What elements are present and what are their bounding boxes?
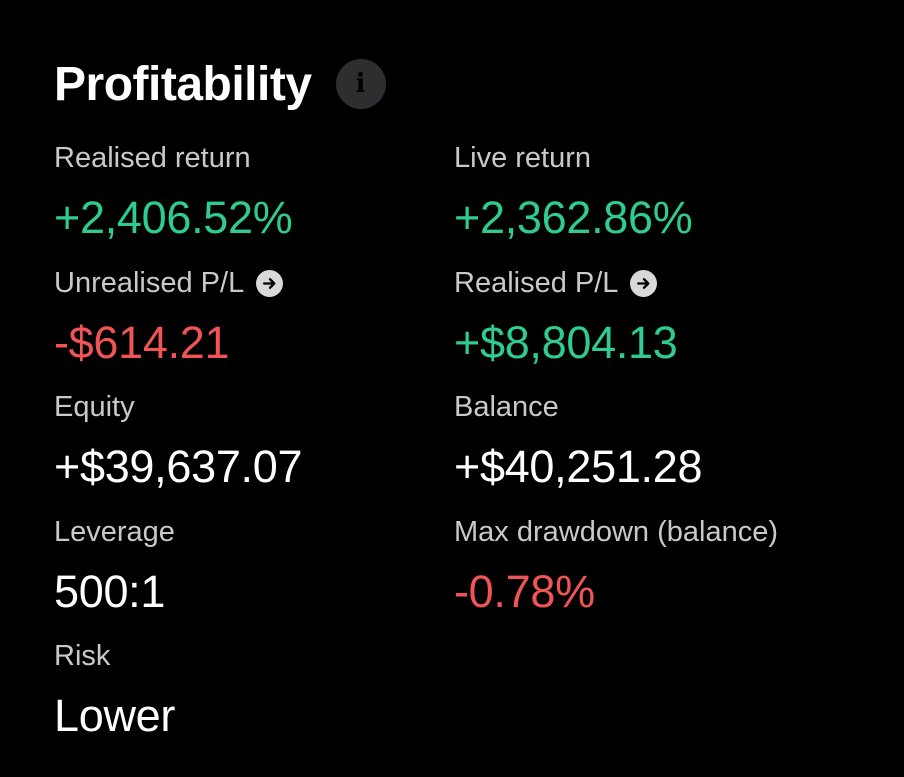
metric-leverage: Leverage 500:1 [54, 514, 434, 618]
metric-label: Equity [54, 390, 135, 423]
metric-balance: Balance +$40,251.28 [454, 389, 834, 493]
metric-label: Realised return [54, 141, 251, 174]
section-header: Profitability i [54, 52, 386, 116]
metric-label: Live return [454, 141, 592, 174]
realised-pl-link[interactable]: Realised P/L [454, 265, 834, 301]
metric-realised-pl: Realised P/L +$8,804.13 [454, 265, 834, 369]
arrow-right-circle-icon[interactable] [256, 269, 284, 297]
metric-label: Risk [54, 639, 111, 672]
metric-value: +$40,251.28 [454, 441, 703, 492]
metric-max-drawdown: Max drawdown (balance) -0.78% [454, 514, 834, 618]
info-icon[interactable]: i [335, 59, 386, 109]
arrow-right-circle-icon[interactable] [630, 269, 658, 297]
metric-value: +2,406.52% [54, 192, 293, 243]
metric-label: Unrealised P/L [54, 266, 245, 299]
metric-value: -0.78% [454, 566, 595, 617]
metric-realised-return: Realised return +2,406.52% [54, 140, 434, 244]
unrealised-pl-link[interactable]: Unrealised P/L [54, 265, 434, 301]
metric-label: Realised P/L [454, 266, 619, 299]
metric-value: -$614.21 [54, 317, 230, 368]
metric-value: Lower [54, 690, 176, 741]
section-title: Profitability [54, 57, 312, 111]
metric-value: +2,362.86% [454, 192, 693, 243]
metric-label: Max drawdown (balance) [454, 515, 778, 548]
metric-risk: Risk Lower [54, 638, 434, 742]
metric-value: +$39,637.07 [54, 441, 303, 492]
metric-label: Balance [454, 390, 559, 423]
metric-label: Leverage [54, 515, 175, 548]
metric-live-return: Live return +2,362.86% [454, 140, 834, 244]
metric-value: +$8,804.13 [454, 317, 678, 368]
metric-value: 500:1 [54, 566, 166, 617]
metric-unrealised-pl: Unrealised P/L -$614.21 [54, 265, 434, 369]
metric-equity: Equity +$39,637.07 [54, 389, 434, 493]
